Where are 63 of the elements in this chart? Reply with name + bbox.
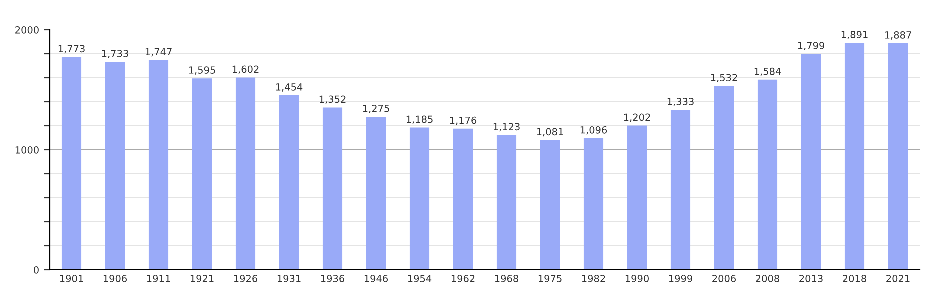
x-tick-label: 1982 xyxy=(582,275,606,282)
x-tick-label: 1906 xyxy=(104,275,128,282)
bar xyxy=(496,135,517,270)
x-tick-label: 1921 xyxy=(190,275,214,282)
data-label: 1,081 xyxy=(537,128,564,137)
data-label: 1,176 xyxy=(450,116,477,126)
bar xyxy=(410,128,430,270)
data-label: 1,747 xyxy=(146,48,172,57)
data-label: 1,275 xyxy=(363,104,390,114)
data-label: 1,584 xyxy=(754,68,782,76)
x-tick-label: 2021 xyxy=(886,275,910,282)
bar xyxy=(844,43,865,270)
data-label: 1,454 xyxy=(276,84,303,92)
bar xyxy=(714,86,734,270)
x-tick-label: 2018 xyxy=(843,275,866,282)
y-tick-label: 1000 xyxy=(16,146,39,154)
bar xyxy=(627,126,648,270)
data-label: 1,352 xyxy=(320,96,346,104)
x-tick-label: 1931 xyxy=(278,275,301,282)
bar xyxy=(105,62,126,270)
x-tick-label: 1975 xyxy=(538,275,562,282)
data-label: 1,202 xyxy=(624,114,650,122)
x-tick-label: 1946 xyxy=(364,275,388,282)
bar xyxy=(453,128,474,270)
data-label: 1,185 xyxy=(406,116,433,124)
x-tick-label: 1936 xyxy=(321,275,345,282)
bar xyxy=(62,57,82,270)
data-label: 1,887 xyxy=(885,32,912,40)
x-tick-label: 2013 xyxy=(800,275,823,282)
x-tick-label: 1999 xyxy=(669,275,692,282)
data-label: 1,799 xyxy=(798,42,824,50)
data-label: 1,532 xyxy=(711,74,738,82)
bar xyxy=(366,117,386,270)
x-tick-label: 1926 xyxy=(234,275,258,282)
bar xyxy=(279,96,300,270)
x-tick-label: 1954 xyxy=(408,275,432,282)
bar xyxy=(888,44,908,270)
bar xyxy=(670,110,691,270)
bar xyxy=(236,78,256,270)
bar xyxy=(758,80,778,270)
data-label: 1,733 xyxy=(102,50,128,58)
data-label: 1,891 xyxy=(842,31,868,40)
data-label: 1,773 xyxy=(58,45,85,54)
x-tick-label: 1962 xyxy=(452,275,475,282)
bar xyxy=(148,60,169,270)
data-label: 1,602 xyxy=(232,66,259,74)
bar xyxy=(584,138,604,270)
data-label: 1,123 xyxy=(494,123,520,132)
data-label: 1,595 xyxy=(189,66,216,75)
data-label: 1,096 xyxy=(580,126,608,135)
x-tick-label: 2006 xyxy=(712,275,736,282)
bar xyxy=(192,78,212,270)
x-tick-label: 1901 xyxy=(60,275,84,282)
y-tick-label: 0 xyxy=(34,266,39,274)
x-tick-label: 1990 xyxy=(626,275,649,282)
data-label: 1,333 xyxy=(668,98,694,106)
bar xyxy=(801,54,822,270)
x-tick-label: 1968 xyxy=(495,275,518,282)
y-tick-label: 2000 xyxy=(16,26,39,34)
bar xyxy=(540,140,560,270)
x-tick-label: 1911 xyxy=(147,275,170,282)
bar xyxy=(322,108,343,270)
x-tick-label: 2008 xyxy=(756,275,780,282)
